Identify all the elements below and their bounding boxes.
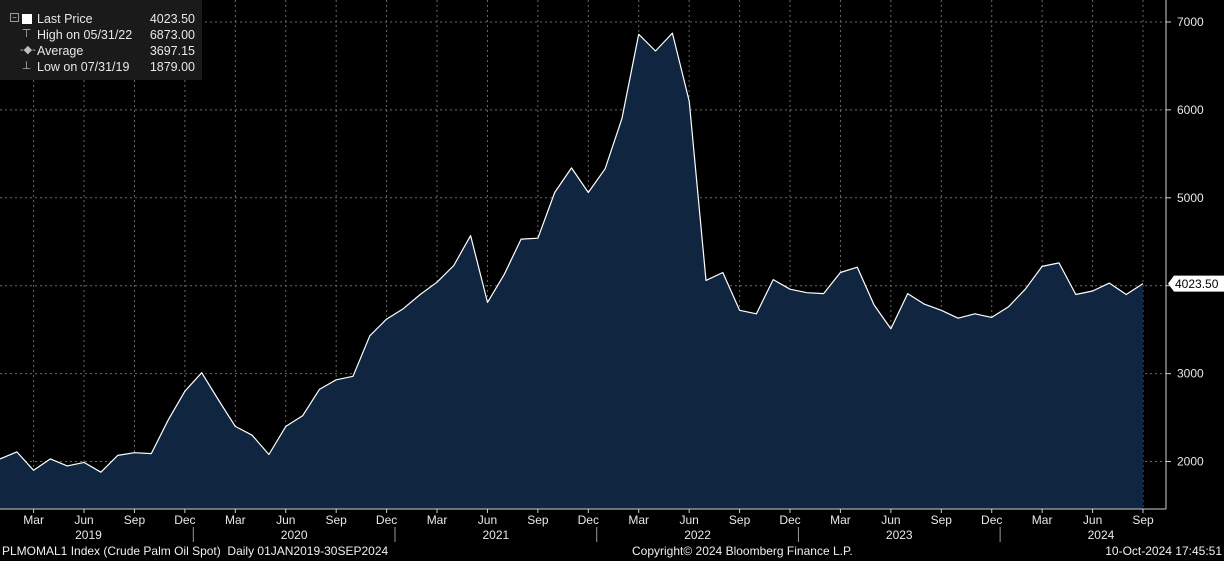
x-tick-label: Jun bbox=[74, 513, 93, 527]
legend-row-high: ⊤ High on 05/31/22 6873.00 bbox=[0, 27, 202, 43]
x-tick-label: Dec bbox=[578, 513, 599, 527]
legend-row-average: -◆- Average 3697.15 bbox=[0, 43, 202, 59]
x-tick-label: Jun bbox=[478, 513, 497, 527]
chart-legend: − Last Price 4023.50 ⊤ High on 05/31/22 … bbox=[0, 0, 202, 80]
x-tick-label: Sep bbox=[325, 513, 347, 527]
legend-label: Last Price bbox=[37, 12, 93, 26]
legend-value: 3697.15 bbox=[149, 44, 195, 58]
x-tick-label: Mar bbox=[23, 513, 44, 527]
data-series bbox=[0, 32, 1144, 509]
x-tick-label: Sep bbox=[931, 513, 953, 527]
last-price-callout bbox=[1168, 275, 1224, 292]
x-year-label: 2024 bbox=[1088, 528, 1115, 542]
x-tick-label: Sep bbox=[729, 513, 751, 527]
footer-ticker-info: PLMOMAL1 Index (Crude Palm Oil Spot) Dai… bbox=[2, 544, 389, 558]
x-year-label: 2023 bbox=[886, 528, 913, 542]
y-tick-label: 6000 bbox=[1177, 103, 1204, 117]
y-tick-label: 3000 bbox=[1177, 367, 1204, 381]
axes: 200030004000500060007000MarJunSepDecMarJ… bbox=[0, 0, 1224, 542]
legend-row-last-price: Last Price 4023.50 bbox=[0, 11, 202, 27]
collapse-legend-icon[interactable]: − bbox=[10, 13, 19, 22]
legend-label: Low on 07/31/19 bbox=[37, 60, 130, 74]
y-tick-label: 2000 bbox=[1177, 455, 1204, 469]
series-line-last-price bbox=[0, 32, 1144, 473]
x-tick-label: Dec bbox=[376, 513, 397, 527]
x-tick-label: Jun bbox=[881, 513, 900, 527]
x-tick-label: Jun bbox=[276, 513, 295, 527]
last-price-callout-label: 4023.50 bbox=[1175, 277, 1219, 291]
x-tick-label: Dec bbox=[981, 513, 1002, 527]
legend-value: 4023.50 bbox=[149, 12, 195, 26]
average-marker-icon: -◆- bbox=[20, 44, 36, 56]
x-tick-label: Dec bbox=[779, 513, 800, 527]
footer-timestamp: 10-Oct-2024 17:45:51 bbox=[1105, 544, 1222, 558]
low-marker-icon: ⊥ bbox=[21, 60, 32, 72]
y-tick-label: 7000 bbox=[1177, 15, 1204, 29]
x-year-label: 2022 bbox=[684, 528, 711, 542]
high-marker-icon: ⊤ bbox=[21, 28, 32, 40]
x-tick-label: Mar bbox=[1032, 513, 1053, 527]
x-tick-label: Jun bbox=[679, 513, 698, 527]
square-swatch-icon bbox=[22, 14, 32, 24]
x-year-label: 2020 bbox=[281, 528, 308, 542]
legend-value: 6873.00 bbox=[149, 28, 195, 42]
x-tick-label: Mar bbox=[628, 513, 649, 527]
x-tick-label: Mar bbox=[427, 513, 448, 527]
x-tick-label: Sep bbox=[527, 513, 549, 527]
legend-row-low: ⊥ Low on 07/31/19 1879.00 bbox=[0, 59, 202, 75]
x-tick-label: Sep bbox=[1132, 513, 1154, 527]
x-tick-label: Jun bbox=[1083, 513, 1102, 527]
footer-copyright: Copyright© 2024 Bloomberg Finance L.P. bbox=[632, 544, 853, 558]
x-tick-label: Sep bbox=[124, 513, 146, 527]
legend-value: 1879.00 bbox=[149, 60, 195, 74]
x-year-label: 2021 bbox=[483, 528, 510, 542]
y-tick-label: 5000 bbox=[1177, 191, 1204, 205]
x-year-label: 2019 bbox=[75, 528, 102, 542]
x-tick-label: Mar bbox=[225, 513, 246, 527]
series-area-fill bbox=[0, 33, 1143, 509]
legend-label: Average bbox=[37, 44, 84, 58]
legend-label: High on 05/31/22 bbox=[37, 28, 133, 42]
x-tick-label: Dec bbox=[174, 513, 195, 527]
x-tick-label: Mar bbox=[830, 513, 851, 527]
